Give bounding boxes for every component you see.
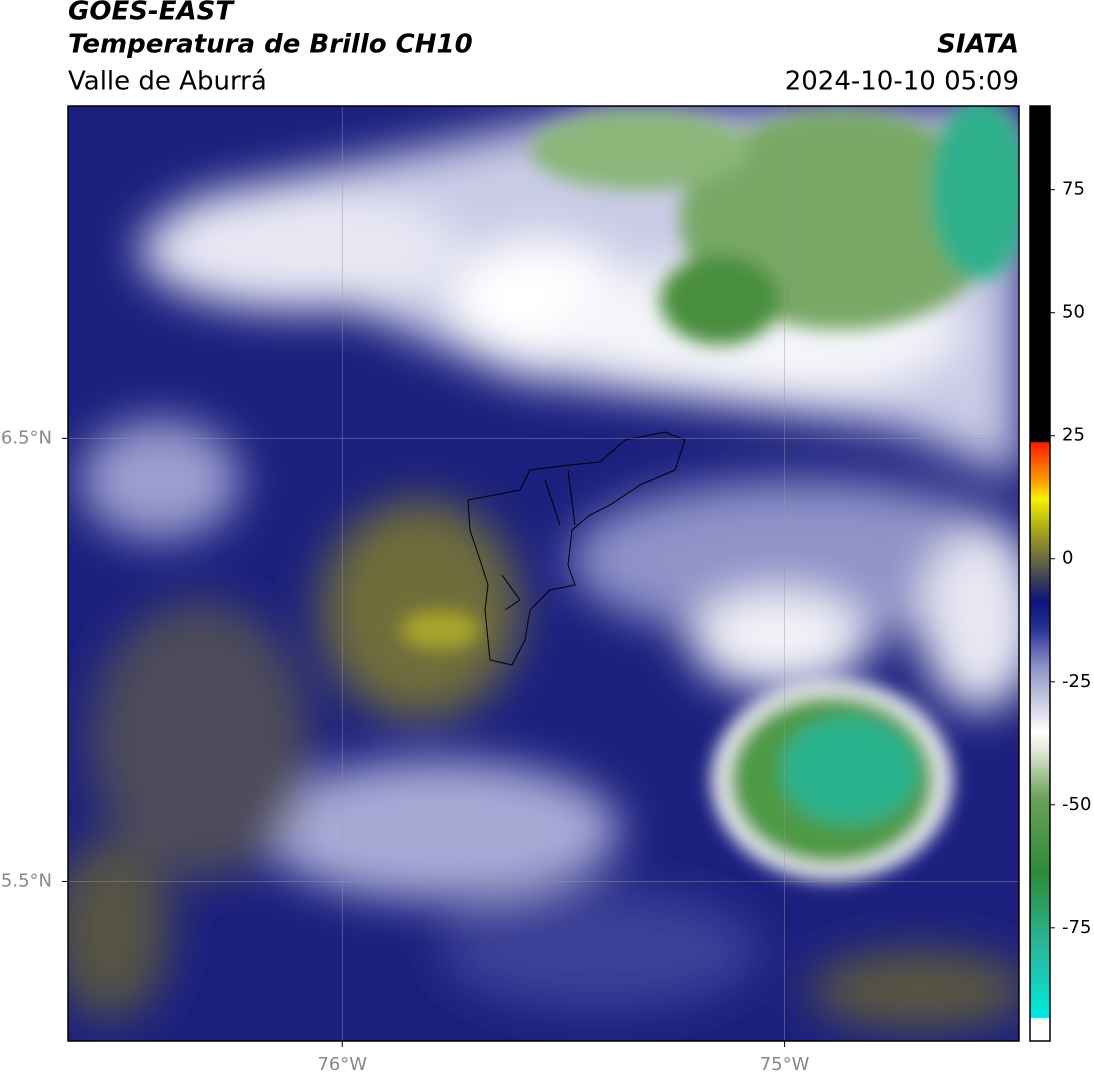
x-tick-label: 76°W <box>317 1054 367 1075</box>
imagery <box>68 106 1019 1041</box>
colorbar-tick-label: -50 <box>1062 794 1091 815</box>
y-tick-label: 6.5°N <box>1 427 52 448</box>
colorbar-tick-label: -75 <box>1062 917 1091 938</box>
colorbar-tick-label: 0 <box>1062 548 1073 569</box>
x-tick-label: 75°W <box>760 1054 810 1075</box>
datetime: 2024-10-10 05:09 <box>785 67 1019 97</box>
colorbar-tick-label: 25 <box>1062 425 1085 446</box>
source: SIATA <box>937 30 1019 60</box>
map-frame <box>67 105 1020 1042</box>
colorbar <box>1029 105 1051 1042</box>
colorbar-tick-label: -25 <box>1062 671 1091 692</box>
region: Valle de Aburrá <box>68 67 267 97</box>
title: GOES-EAST <box>68 0 235 27</box>
subtitle: Temperatura de Brillo CH10 <box>68 30 473 60</box>
colorbar-tick-label: 75 <box>1062 179 1085 200</box>
colorbar-tick-label: 50 <box>1062 302 1085 323</box>
y-tick-label: 5.5°N <box>1 870 52 891</box>
